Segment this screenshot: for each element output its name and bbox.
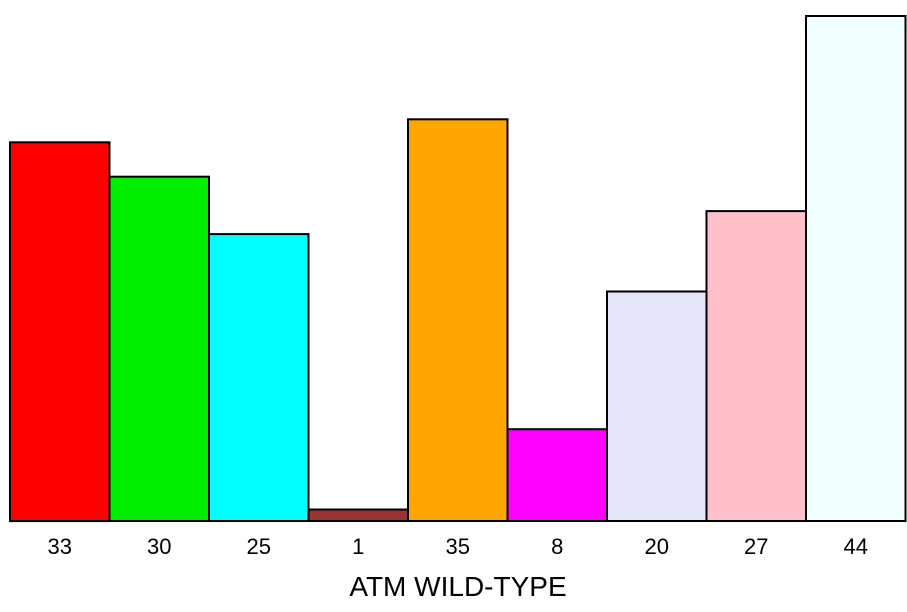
x-tick-label-27: 27 (744, 534, 768, 559)
bar-25 (208, 233, 310, 522)
bar-35 (407, 118, 509, 523)
bar-20 (606, 290, 708, 522)
x-tick-labels: 33 30 25 1 35 8 20 27 44 (48, 534, 868, 559)
x-tick-label-8: 8 (551, 534, 563, 559)
bar-30 (108, 175, 210, 522)
x-tick-label-1: 1 (352, 534, 364, 559)
bar-1 (307, 508, 409, 522)
x-tick-label-33: 33 (48, 534, 72, 559)
bar-8 (506, 428, 608, 523)
x-tick-label-30: 30 (147, 534, 171, 559)
bar-44 (805, 15, 907, 522)
x-axis-title: ATM WILD-TYPE (349, 571, 566, 602)
bar-27 (705, 210, 807, 522)
x-tick-label-44: 44 (844, 534, 868, 559)
x-tick-label-20: 20 (645, 534, 669, 559)
bar-33 (9, 141, 111, 523)
x-tick-label-35: 35 (446, 534, 470, 559)
bars-group (9, 15, 907, 523)
x-tick-label-25: 25 (247, 534, 271, 559)
